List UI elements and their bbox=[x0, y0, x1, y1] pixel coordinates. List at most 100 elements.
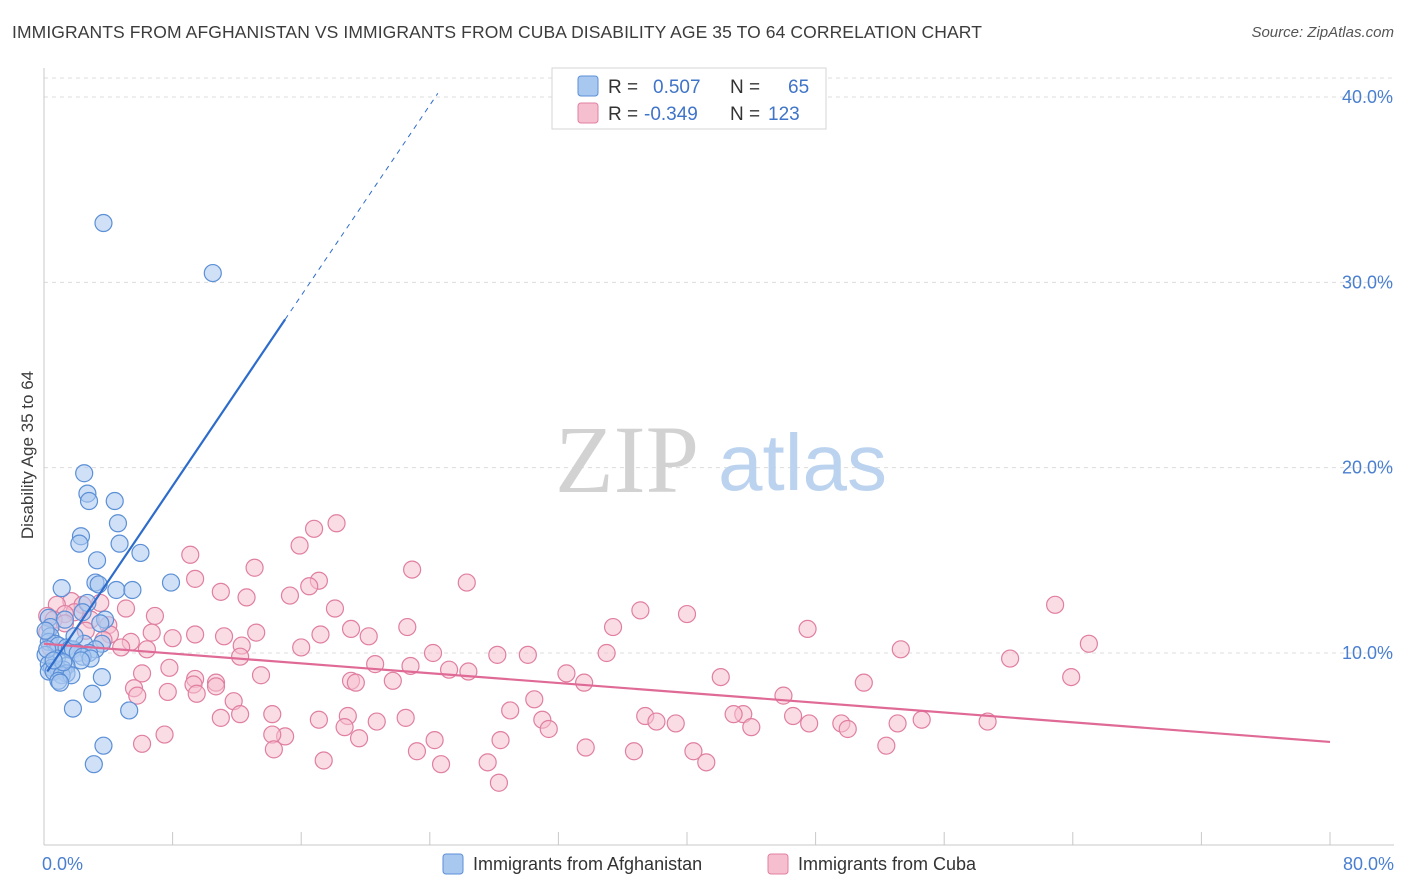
scatter-point-afghanistan bbox=[110, 534, 129, 553]
scatter-point-afghanistan bbox=[36, 621, 55, 640]
scatter-point-afghanistan bbox=[161, 573, 181, 592]
scatter-point-cuba bbox=[341, 619, 361, 639]
series-afghanistan-points bbox=[36, 213, 222, 774]
y-tick-label: 10.0% bbox=[1342, 643, 1393, 663]
scatter-point-cuba bbox=[247, 623, 266, 642]
scatter-point-cuba bbox=[155, 725, 174, 744]
bottom-legend-label-cuba: Immigrants from Cuba bbox=[798, 854, 977, 874]
scatter-point-cuba bbox=[1001, 649, 1020, 668]
scatter-point-cuba bbox=[142, 623, 161, 642]
scatter-point-cuba bbox=[518, 645, 537, 664]
scatter-point-cuba bbox=[158, 682, 177, 702]
scatter-point-cuba bbox=[838, 719, 857, 739]
scatter-point-cuba bbox=[478, 753, 497, 772]
scatter-point-cuba bbox=[325, 599, 345, 618]
watermark: ZIP atlas bbox=[555, 406, 887, 513]
scatter-point-cuba bbox=[647, 712, 666, 731]
x-tick-label-max: 80.0% bbox=[1343, 854, 1394, 874]
scatter-point-cuba bbox=[489, 773, 509, 792]
trend-lines bbox=[43, 93, 1331, 744]
scatter-point-cuba bbox=[597, 643, 616, 663]
scatter-point-afghanistan bbox=[75, 464, 94, 483]
scatter-point-cuba bbox=[314, 751, 333, 770]
scatter-point-cuba bbox=[264, 740, 283, 759]
scatter-point-afghanistan bbox=[70, 534, 89, 553]
scatter-point-cuba bbox=[211, 708, 230, 727]
scatter-point-cuba bbox=[346, 673, 365, 692]
scatter-point-cuba bbox=[401, 656, 420, 676]
scatter-point-cuba bbox=[160, 658, 179, 677]
chart-title: IMMIGRANTS FROM AFGHANISTAN VS IMMIGRANT… bbox=[12, 22, 983, 42]
scatter-point-cuba bbox=[396, 708, 415, 727]
scatter-point-cuba bbox=[912, 710, 931, 729]
scatter-point-cuba bbox=[666, 714, 685, 733]
scatter-point-cuba bbox=[187, 684, 206, 703]
scatter-point-afghanistan bbox=[83, 684, 102, 703]
scatter-point-afghanistan bbox=[55, 610, 74, 629]
y-tick-label: 30.0% bbox=[1342, 272, 1393, 292]
scatter-point-cuba bbox=[128, 686, 147, 705]
scatter-point-cuba bbox=[525, 690, 544, 709]
bottom-legend: Immigrants from Afghanistan Immigrants f… bbox=[442, 853, 977, 875]
legend-r-value-afghanistan: 0.507 bbox=[653, 77, 701, 98]
scatter-point-afghanistan bbox=[203, 263, 222, 283]
scatter-point-cuba bbox=[783, 706, 803, 726]
scatter-point-cuba bbox=[603, 617, 623, 637]
scatter-point-cuba bbox=[877, 736, 896, 755]
scatter-point-cuba bbox=[425, 731, 444, 750]
scatter-point-cuba bbox=[891, 640, 910, 659]
scatter-point-afghanistan bbox=[108, 514, 128, 533]
scatter-point-cuba bbox=[359, 627, 378, 646]
bottom-legend-swatch-cuba bbox=[767, 853, 789, 875]
y-tick-labels: 10.0% 20.0% 30.0% 40.0% bbox=[1342, 87, 1393, 663]
legend: R = 0.507 N = 65 R = -0.349 N = 123 bbox=[551, 67, 827, 130]
scatter-point-cuba bbox=[576, 738, 595, 757]
scatter-point-cuba bbox=[231, 705, 250, 724]
source-label: Source: ZipAtlas.com bbox=[1251, 24, 1394, 41]
scatter-point-afghanistan bbox=[94, 736, 113, 755]
scatter-point-cuba bbox=[231, 647, 250, 666]
scatter-point-cuba bbox=[557, 664, 576, 683]
scatter-point-cuba bbox=[631, 601, 650, 620]
scatter-point-cuba bbox=[132, 734, 152, 753]
scatter-point-cuba bbox=[1046, 595, 1065, 614]
scatter-point-cuba bbox=[311, 625, 330, 644]
watermark-zip: ZIP bbox=[555, 406, 699, 513]
scatter-point-cuba bbox=[112, 638, 131, 657]
legend-r-label-afghanistan: R = bbox=[608, 77, 638, 98]
scatter-point-cuba bbox=[280, 586, 300, 605]
scatter-point-cuba bbox=[132, 664, 152, 683]
scatter-point-cuba bbox=[290, 536, 309, 555]
scatter-point-cuba bbox=[684, 742, 703, 761]
scatter-point-cuba bbox=[1079, 634, 1098, 653]
scatter-point-cuba bbox=[800, 714, 819, 733]
trend-line-afghanistan bbox=[46, 318, 287, 673]
scatter-point-cuba bbox=[214, 627, 234, 646]
legend-r-label-cuba: R = bbox=[608, 104, 638, 125]
scatter-point-afghanistan bbox=[79, 491, 99, 511]
scatter-point-cuba bbox=[423, 643, 443, 663]
scatter-point-cuba bbox=[888, 714, 907, 733]
scatter-point-cuba bbox=[431, 755, 451, 774]
scatter-point-cuba bbox=[263, 705, 282, 724]
legend-n-label-cuba: N = bbox=[730, 104, 760, 125]
scatter-point-afghanistan bbox=[94, 213, 113, 233]
trend-line-afghanistan-extension bbox=[284, 93, 439, 320]
scatter-point-afghanistan bbox=[84, 755, 103, 774]
scatter-point-afghanistan bbox=[91, 614, 110, 633]
scatter-point-afghanistan bbox=[123, 580, 142, 600]
legend-r-value-cuba: -0.349 bbox=[644, 104, 698, 125]
scatter-point-cuba bbox=[403, 560, 422, 579]
scatter-point-afghanistan bbox=[87, 551, 107, 570]
scatter-point-cuba bbox=[237, 588, 256, 607]
bottom-legend-label-afghanistan: Immigrants from Afghanistan bbox=[473, 854, 702, 874]
legend-swatch-afghanistan bbox=[577, 75, 599, 97]
x-tick-label-min: 0.0% bbox=[42, 854, 83, 874]
legend-n-value-cuba: 123 bbox=[768, 104, 800, 125]
scatter-point-cuba bbox=[697, 753, 716, 772]
scatter-point-afghanistan bbox=[52, 579, 71, 598]
scatter-point-cuba bbox=[292, 638, 311, 657]
scatter-point-cuba bbox=[304, 519, 324, 538]
scatter-point-cuba bbox=[245, 558, 264, 577]
